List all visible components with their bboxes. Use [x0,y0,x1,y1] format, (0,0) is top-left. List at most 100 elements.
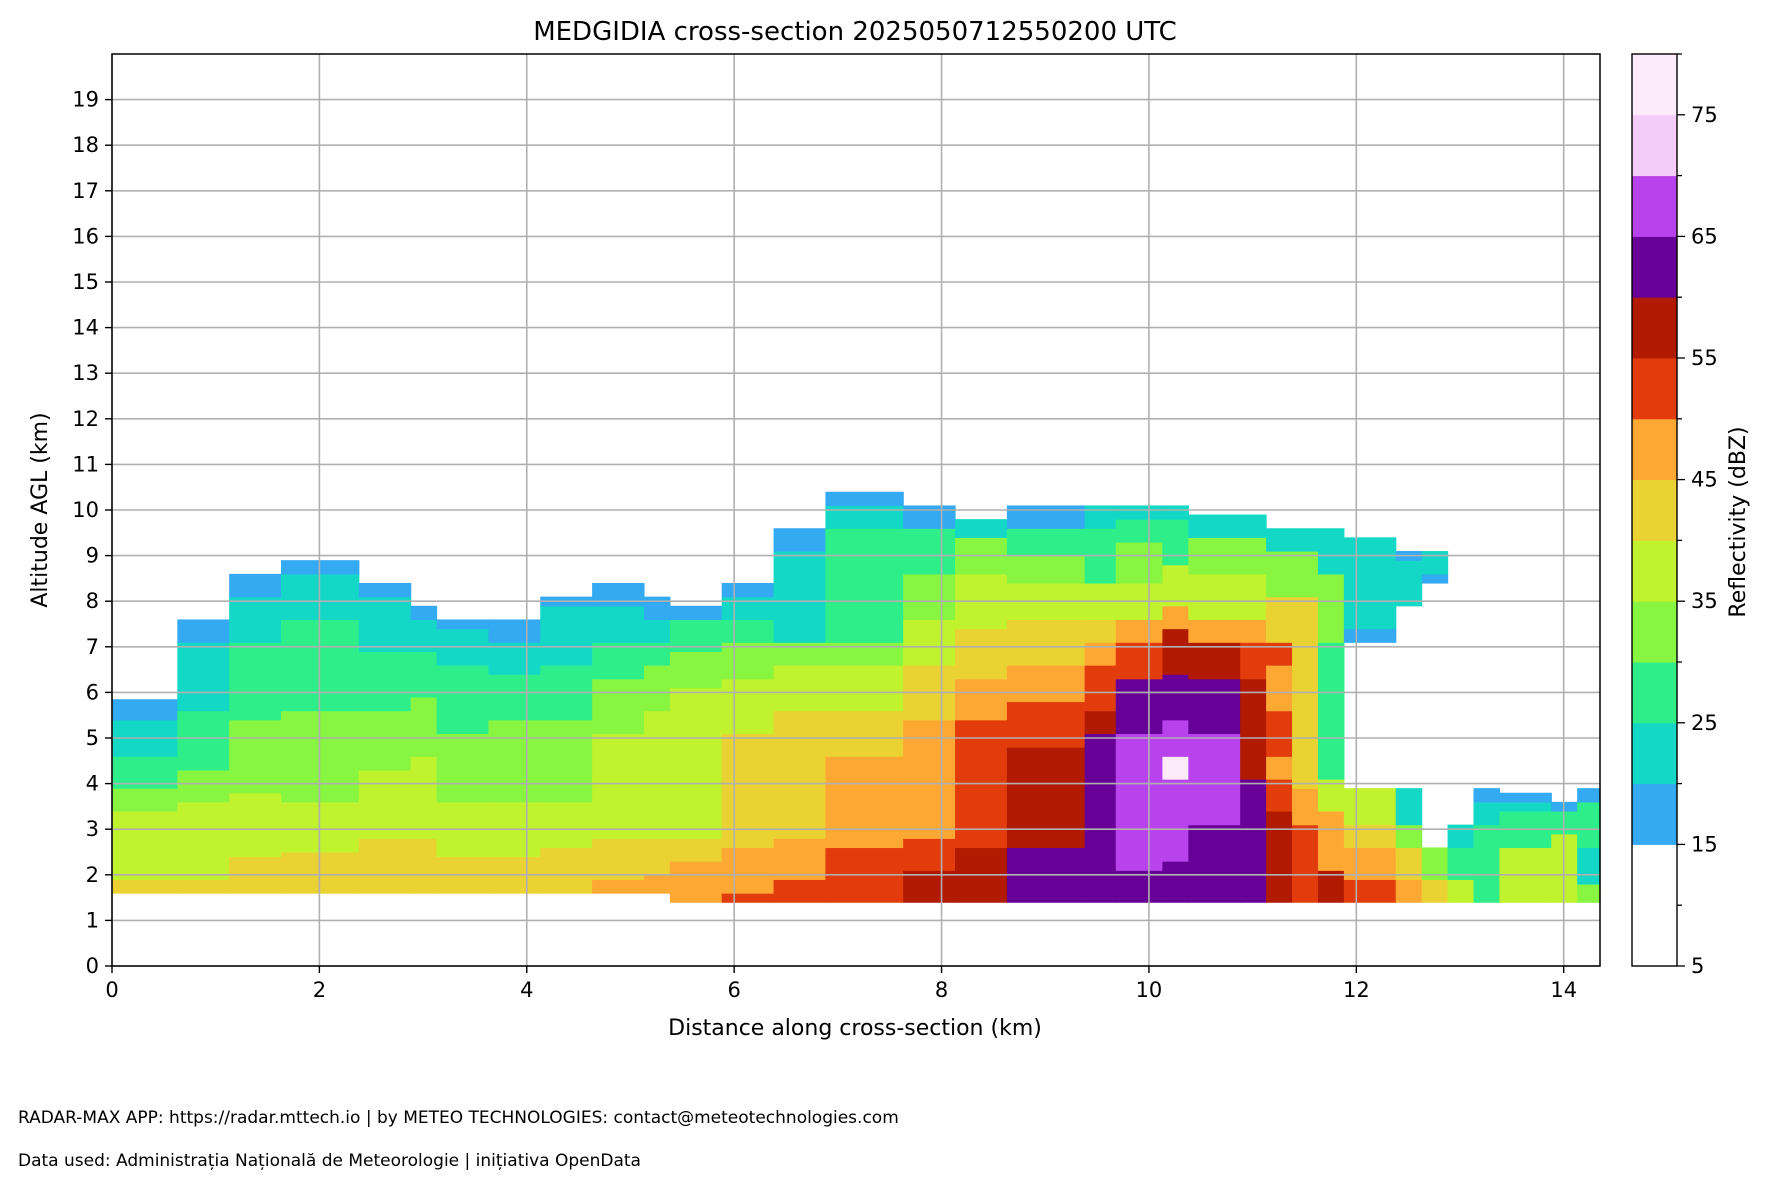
x-tick-label: 14 [1550,978,1577,1002]
heatmap-cell [1084,619,1117,643]
heatmap-cell [229,719,282,794]
heatmap-cell [1266,710,1293,757]
colorbar-tick-label: 45 [1691,468,1718,492]
heatmap-cell [1162,564,1189,607]
heatmap-cell [112,699,178,721]
heatmap-cell [1577,847,1601,885]
heatmap-cell [1162,519,1189,566]
heatmap-cell [1115,505,1164,520]
heatmap-cell [1343,824,1397,849]
y-tick-label: 1 [86,908,99,932]
heatmap-cell [721,678,775,735]
heatmap-cell [358,651,412,712]
heatmap-cell [773,710,827,839]
colorbar-swatch [1632,236,1677,298]
heatmap-cell [1317,528,1345,575]
heatmap-cell [1395,879,1423,903]
heatmap-cell [903,870,956,903]
heatmap-cell [1162,605,1189,630]
heatmap-cell [177,710,230,771]
heatmap-cell [229,573,282,598]
heatmap-cell [643,838,671,876]
x-axis-label: Distance along cross-section (km) [668,1016,1042,1041]
heatmap-cell [955,769,1008,849]
heatmap-cell [177,619,230,643]
heatmap-cell [773,838,827,880]
heatmap-cell [825,870,904,903]
heatmap-cell [1162,674,1189,721]
heatmap-cell [669,838,723,862]
heatmap-cell [669,687,723,839]
y-axis-label: Altitude AGL (km) [28,412,53,607]
heatmap-cell [1006,505,1086,529]
heatmap-cell [592,838,645,880]
x-tick-label: 0 [105,978,118,1002]
heatmap-cell [773,596,827,643]
colorbar-swatch [1632,114,1677,177]
heatmap-cell [592,678,645,735]
y-tick-label: 12 [72,407,99,431]
heatmap-cell [903,619,956,666]
heatmap-cell [281,573,360,621]
heatmap-cell [1551,801,1578,812]
heatmap-cell [1317,810,1345,871]
heatmap-cell [358,769,412,839]
heatmap-cell [1266,551,1293,598]
heatmap-cell [229,642,282,721]
colorbar-swatch [1632,418,1677,481]
heatmap-cell [643,665,671,712]
heatmap-cell [436,733,490,803]
heatmap-cell [721,642,775,680]
heatmap-cell [410,838,438,894]
heatmap-cell [281,710,360,803]
colorbar-tick-label: 35 [1691,589,1718,613]
heatmap-cell [1551,810,1578,835]
heatmap-cell [1006,528,1086,557]
heatmap-cell [1084,710,1117,735]
cross-section-chart: MEDGIDIA cross-section 2025050712550200 … [28,17,1751,1041]
heatmap-cell [955,719,1008,771]
heatmap-cell [1084,733,1117,849]
y-tick-label: 9 [86,544,99,568]
heatmap-cell [112,788,178,812]
y-tick-label: 3 [86,817,99,841]
heatmap-cell [1577,801,1601,849]
heatmap-cell [1162,505,1189,520]
heatmap-cell [1343,628,1397,643]
y-tick-label: 14 [72,316,99,340]
heatmap-cell [281,619,360,712]
axes: 0 2 4 6 8 10 12 1401234567891011121314151617181… [72,88,1577,1002]
heatmap-cell [1240,678,1267,780]
heatmap-cell [1006,555,1086,584]
heatmap-cell [1240,619,1267,643]
heatmap-cell [1266,642,1293,666]
y-tick-label: 17 [72,179,99,203]
heatmap-cell [1115,519,1164,543]
colorbar-tick-label: 5 [1691,954,1704,978]
heatmap-cell [592,733,645,839]
heatmap-cell [1395,824,1423,849]
heatmap-cell [358,838,412,894]
heatmap-cell [1317,573,1345,643]
heatmap-cell [825,491,904,507]
colorbar-tick-label: 25 [1691,711,1718,735]
reflectivity-heatmap [112,491,1601,903]
heatmap-cell [1421,573,1449,584]
heatmap-cell [177,642,230,712]
heatmap-cell [721,582,775,598]
heatmap-cell [1292,528,1319,552]
heatmap-cell [112,810,178,880]
heatmap-cell [410,651,438,698]
heatmap-cell [1447,824,1475,849]
heatmap-cell [1162,756,1189,780]
colorbar-swatch [1632,479,1677,541]
heatmap-cell [112,879,178,894]
y-tick-label: 19 [72,88,99,112]
chart-title: MEDGIDIA cross-section 2025050712550200 … [533,17,1177,47]
heatmap-cell [825,505,904,529]
heatmap-cell [643,874,671,894]
heatmap-cell [1343,879,1397,903]
colorbar-label: Reflectivity (dBZ) [1726,426,1751,617]
colorbar-swatch [1632,662,1677,724]
x-tick-label: 12 [1343,978,1370,1002]
